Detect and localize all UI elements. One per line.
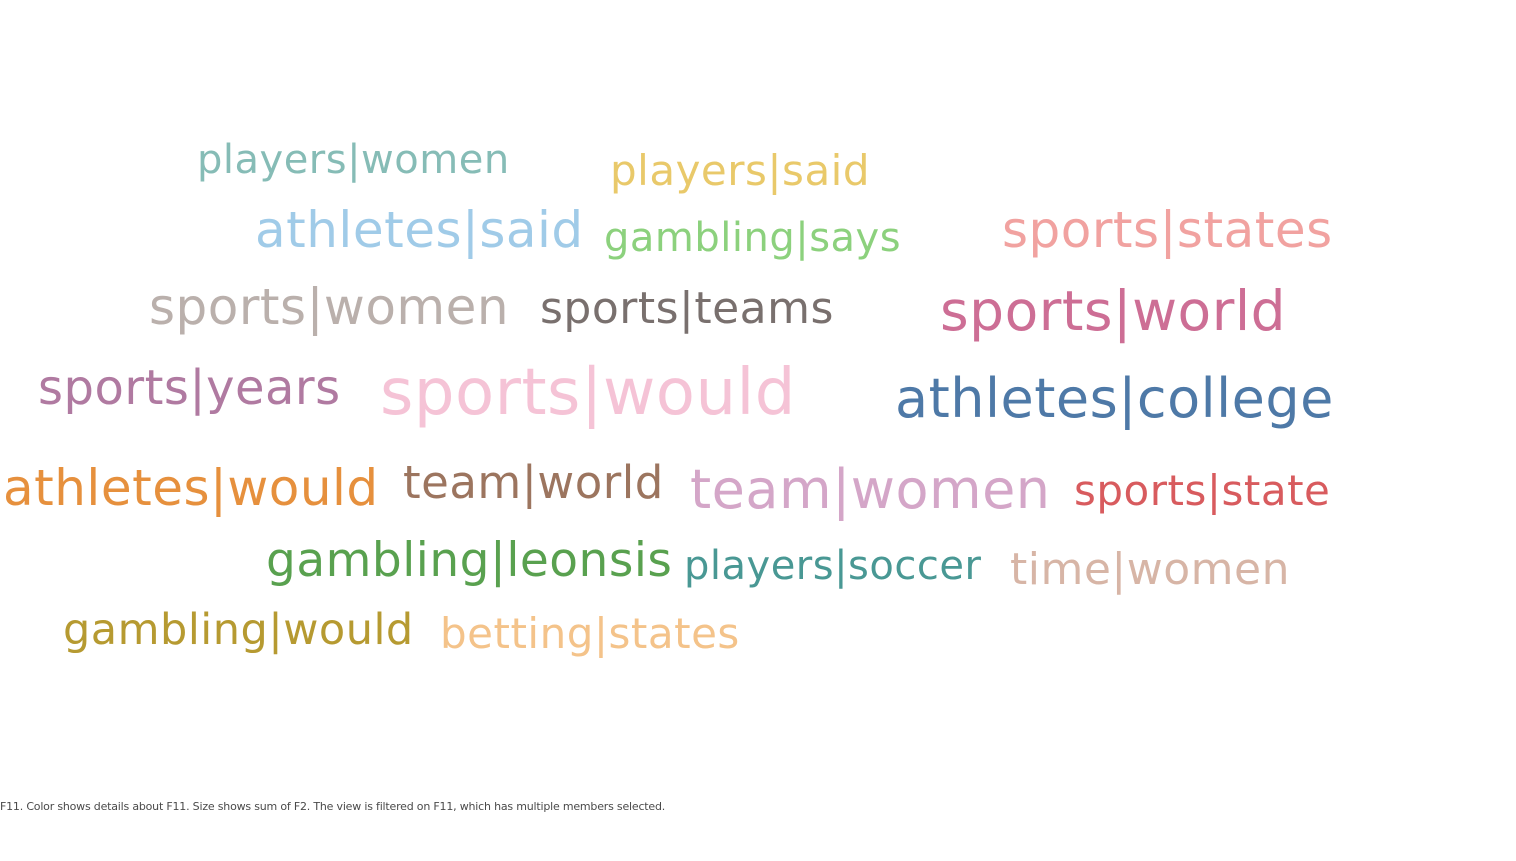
word-mark[interactable]: time|women	[1010, 544, 1290, 595]
word-mark[interactable]: athletes|said	[255, 201, 584, 259]
word-mark[interactable]: gambling|would	[63, 605, 414, 655]
word-mark[interactable]: gambling|says	[604, 215, 902, 261]
word-mark[interactable]: sports|years	[38, 360, 341, 416]
word-mark[interactable]: players|said	[610, 146, 871, 195]
caption: F11. Color shows details about F11. Size…	[0, 800, 666, 813]
word-mark[interactable]: gambling|leonsis	[266, 533, 673, 588]
word-mark[interactable]: betting|states	[440, 609, 740, 658]
word-mark[interactable]: sports|world	[940, 279, 1287, 343]
word-mark[interactable]: athletes|college	[895, 367, 1334, 430]
word-mark[interactable]: players|women	[197, 137, 510, 183]
word-mark[interactable]: athletes|would	[3, 459, 379, 517]
word-mark[interactable]: sports|teams	[540, 283, 834, 334]
word-mark[interactable]: team|women	[690, 458, 1051, 521]
word-mark[interactable]: team|world	[403, 456, 664, 509]
word-mark[interactable]: sports|state	[1074, 466, 1331, 515]
word-mark[interactable]: players|soccer	[684, 543, 982, 589]
word-mark[interactable]: sports|states	[1002, 201, 1333, 259]
word-mark[interactable]: sports|women	[149, 278, 510, 336]
word-mark[interactable]: sports|would	[380, 356, 796, 430]
